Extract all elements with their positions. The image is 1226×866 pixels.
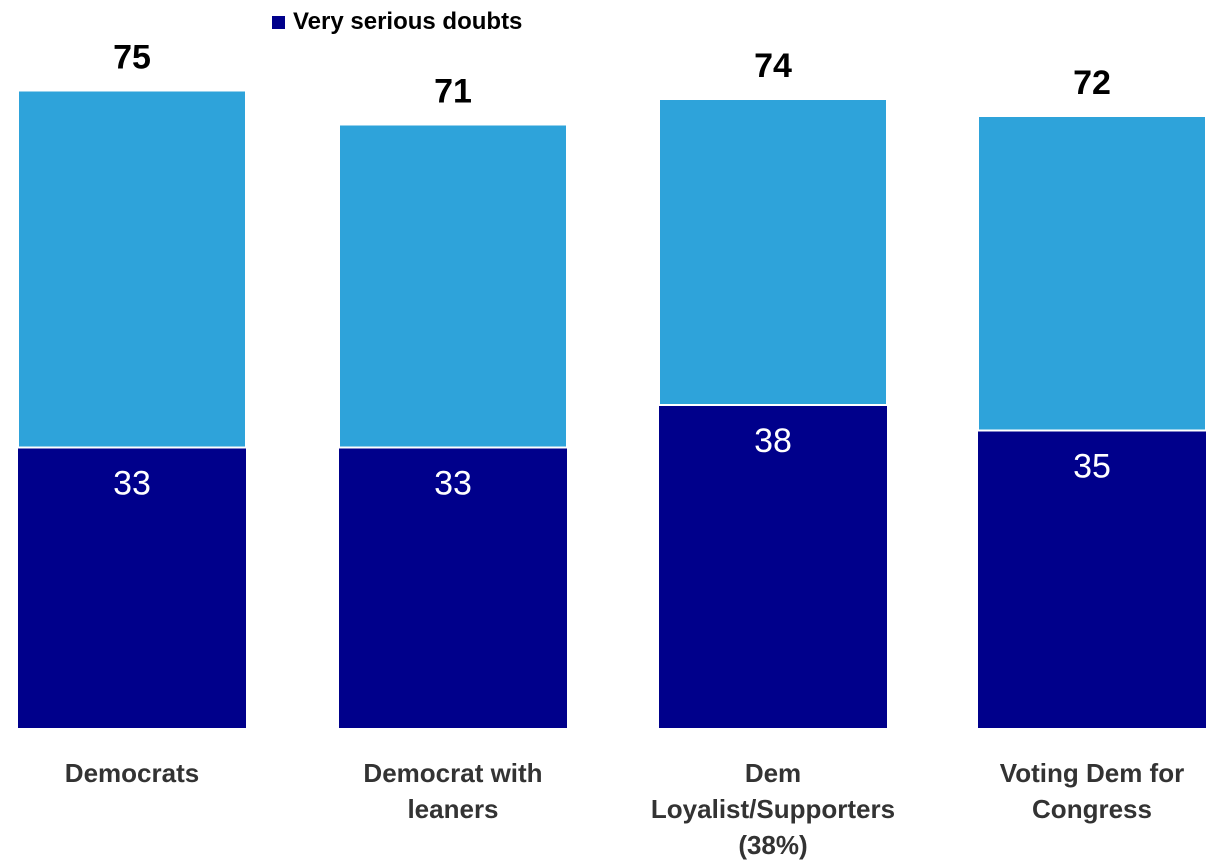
- data-label-very-serious-doubts-1: 33: [434, 465, 472, 503]
- total-label-1: 71: [434, 73, 472, 111]
- chart-legend: Very serious doubts: [272, 8, 522, 36]
- bar-upper-segment-2: [658, 98, 888, 406]
- category-label-3: Voting Dem for Congress: [1000, 758, 1184, 824]
- data-label-very-serious-doubts-2: 38: [754, 422, 792, 460]
- legend-label-very-serious-doubts: Very serious doubts: [293, 8, 523, 35]
- category-label-1: Democrat with leaners: [363, 758, 542, 824]
- total-label-3: 72: [1073, 64, 1111, 102]
- category-label-0: Democrats: [65, 758, 199, 788]
- bar-upper-segment-3: [977, 115, 1207, 432]
- total-label-2: 74: [754, 47, 792, 85]
- total-label-0: 75: [113, 39, 151, 77]
- bar-very-serious-doubts-3: [978, 430, 1206, 728]
- bar-very-serious-doubts-1: [339, 447, 567, 728]
- bar-upper-segment-0: [17, 89, 247, 449]
- data-label-very-serious-doubts-3: 35: [1073, 448, 1111, 486]
- legend-swatch-very-serious-doubts: [272, 15, 285, 29]
- bar-very-serious-doubts-2: [659, 405, 887, 728]
- bar-very-serious-doubts-0: [18, 447, 246, 728]
- data-label-very-serious-doubts-0: 33: [113, 465, 151, 503]
- bar-upper-segment-1: [338, 123, 568, 449]
- category-label-2: Dem Loyalist/Supporters (38%): [651, 758, 895, 860]
